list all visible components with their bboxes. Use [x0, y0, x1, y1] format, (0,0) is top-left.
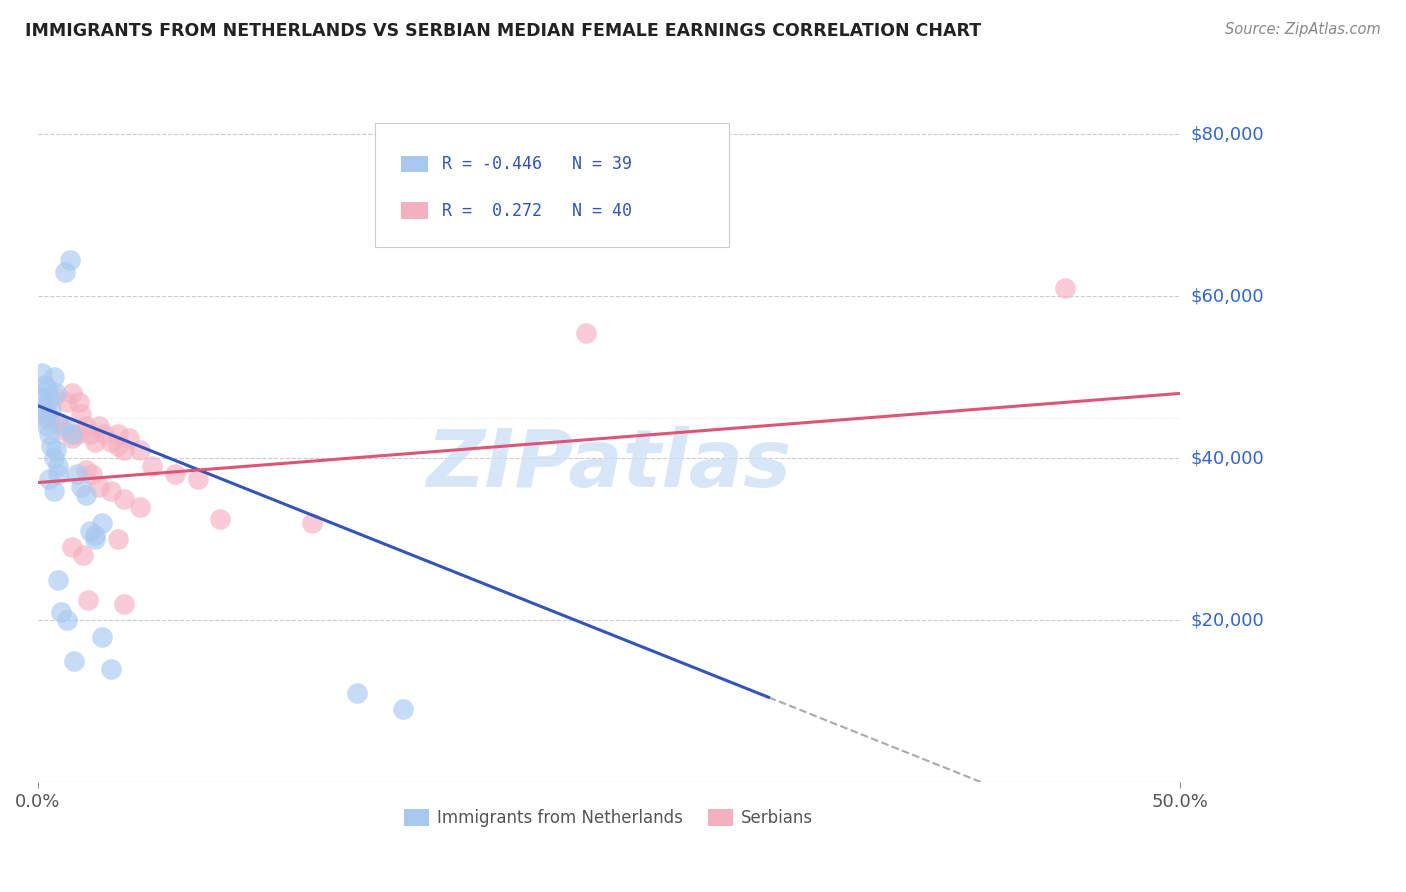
Point	[107, 533, 129, 547]
Point	[72, 549, 94, 563]
Point	[75, 463, 97, 477]
Point	[35, 407, 58, 421]
Point	[53, 265, 76, 279]
Point	[56, 613, 79, 627]
Legend: Immigrants from Netherlands, Serbians: Immigrants from Netherlands, Serbians	[396, 803, 820, 834]
Point	[41, 439, 63, 453]
Point	[90, 630, 112, 644]
Point	[38, 391, 60, 405]
Point	[65, 426, 87, 441]
Point	[41, 402, 63, 417]
Point	[67, 394, 90, 409]
Point	[83, 533, 105, 547]
Point	[35, 383, 58, 397]
Point	[114, 597, 136, 611]
Text: R = -0.446   N = 39: R = -0.446 N = 39	[441, 155, 631, 173]
Point	[346, 686, 368, 700]
Point	[114, 443, 136, 458]
Point	[60, 431, 83, 445]
Text: $40,000: $40,000	[1191, 450, 1264, 467]
Point	[575, 326, 598, 340]
Point	[46, 459, 69, 474]
Point	[46, 467, 69, 482]
Point	[301, 516, 323, 530]
Point	[31, 366, 53, 380]
Point	[60, 426, 83, 441]
Point	[100, 483, 122, 498]
Point	[38, 410, 60, 425]
Point	[42, 451, 65, 466]
Point	[31, 391, 53, 405]
Text: ZIPatlas: ZIPatlas	[426, 426, 792, 504]
Bar	[401, 155, 429, 172]
Point	[1054, 281, 1077, 295]
Point	[65, 467, 87, 482]
Point	[46, 415, 69, 429]
Point	[49, 605, 72, 619]
Point	[34, 378, 56, 392]
Point	[53, 418, 76, 433]
Text: $80,000: $80,000	[1191, 125, 1264, 143]
Point	[52, 423, 75, 437]
Point	[75, 488, 97, 502]
Point	[107, 439, 129, 453]
Point	[42, 391, 65, 405]
Text: $20,000: $20,000	[1191, 611, 1264, 629]
Text: $60,000: $60,000	[1191, 287, 1264, 305]
Point	[83, 435, 105, 450]
Point	[107, 426, 129, 441]
Point	[100, 662, 122, 676]
Point	[75, 418, 97, 433]
Point	[46, 573, 69, 587]
Point	[141, 459, 163, 474]
Point	[45, 386, 67, 401]
Point	[93, 426, 115, 441]
Point	[392, 702, 415, 716]
Point	[63, 654, 86, 668]
Point	[35, 418, 58, 433]
Point	[129, 443, 152, 458]
Text: R =  0.272   N = 40: R = 0.272 N = 40	[441, 202, 631, 219]
Point	[60, 541, 83, 555]
Point	[163, 467, 186, 482]
Point	[118, 431, 141, 445]
Point	[56, 394, 79, 409]
Point	[38, 426, 60, 441]
Point	[42, 483, 65, 498]
Point	[89, 480, 111, 494]
Text: Source: ZipAtlas.com: Source: ZipAtlas.com	[1225, 22, 1381, 37]
Point	[38, 471, 60, 485]
Point	[209, 512, 232, 526]
Point	[34, 410, 56, 425]
Point	[45, 443, 67, 458]
Point	[83, 528, 105, 542]
Point	[89, 418, 111, 433]
Point	[34, 399, 56, 413]
Point	[60, 386, 83, 401]
FancyBboxPatch shape	[374, 123, 728, 246]
Point	[34, 402, 56, 417]
Point	[79, 524, 101, 538]
Point	[187, 471, 209, 485]
Bar	[401, 202, 429, 219]
Point	[42, 370, 65, 384]
Point	[90, 516, 112, 530]
Point	[100, 435, 122, 450]
Point	[70, 407, 93, 421]
Point	[82, 467, 104, 482]
Point	[77, 593, 100, 607]
Text: IMMIGRANTS FROM NETHERLANDS VS SERBIAN MEDIAN FEMALE EARNINGS CORRELATION CHART: IMMIGRANTS FROM NETHERLANDS VS SERBIAN M…	[25, 22, 981, 40]
Point	[79, 426, 101, 441]
Point	[129, 500, 152, 514]
Point	[59, 252, 82, 267]
Point	[114, 491, 136, 506]
Point	[70, 480, 93, 494]
